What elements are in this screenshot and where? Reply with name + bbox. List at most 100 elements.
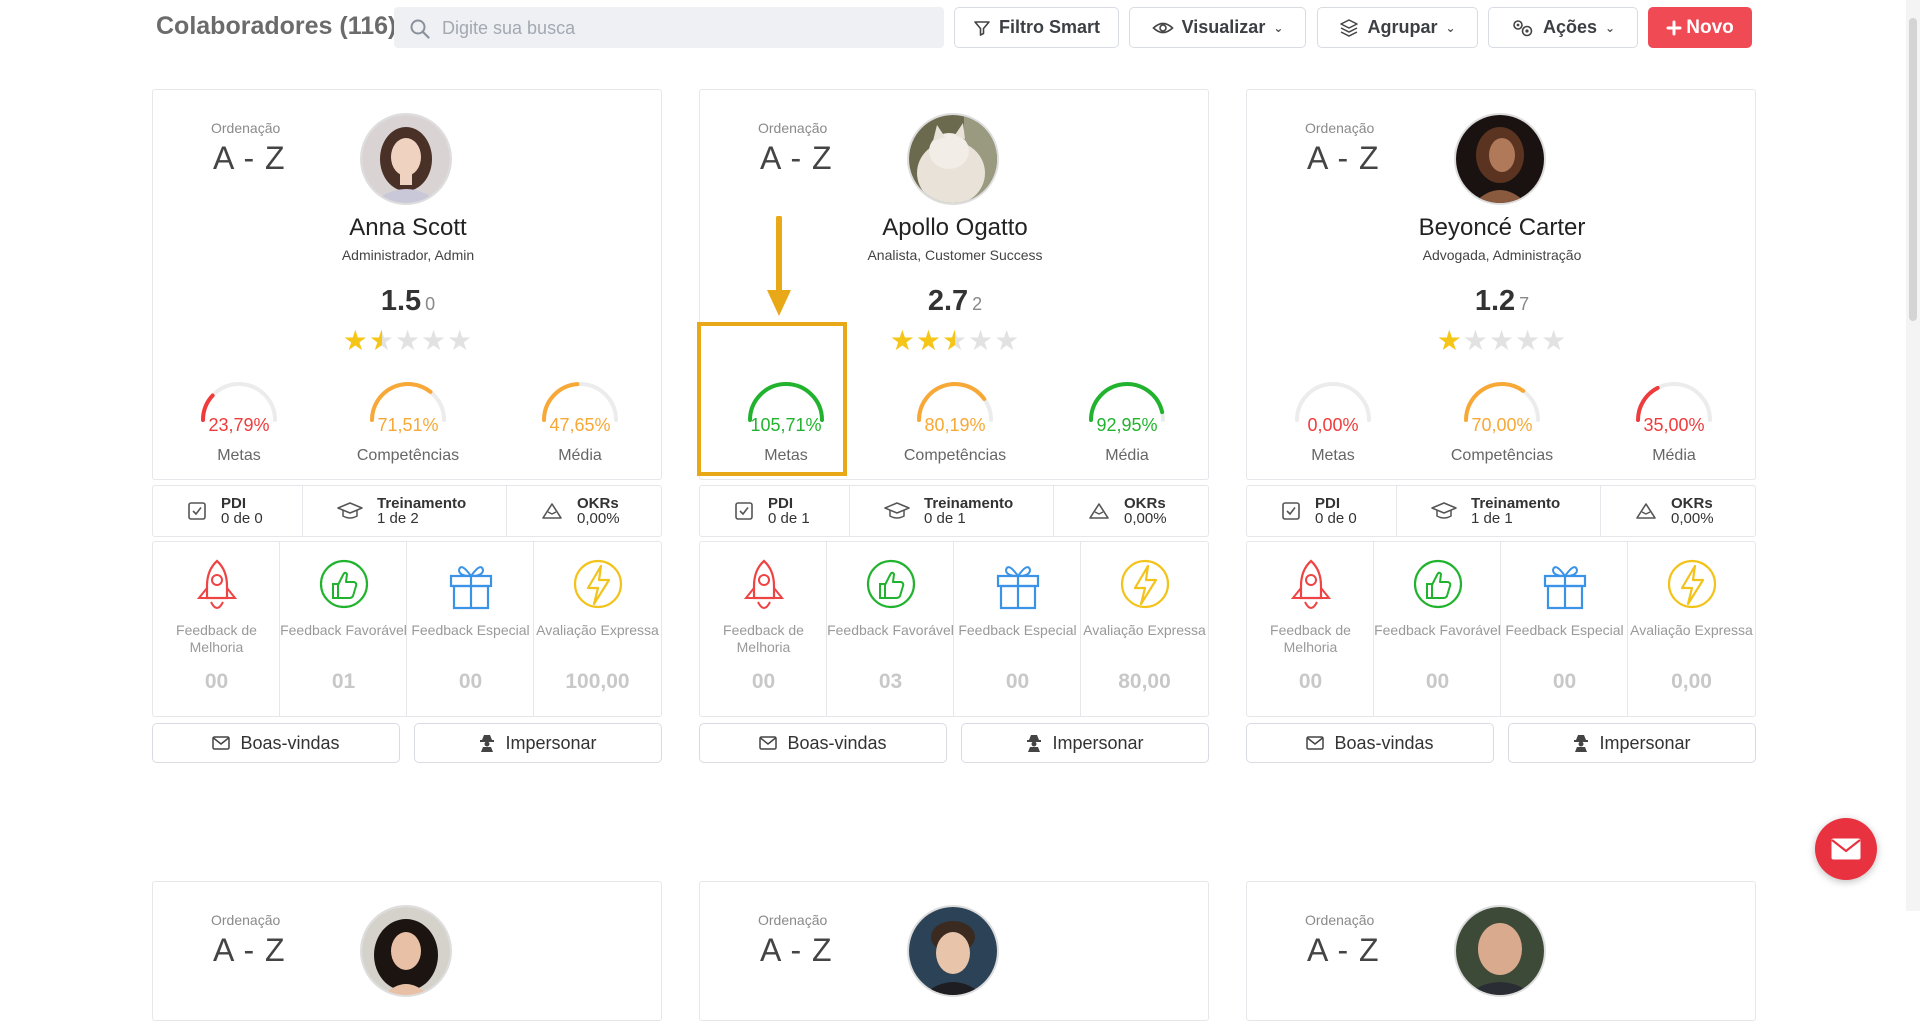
collaborator-card[interactable]: Ordenação A - Z — [1246, 881, 1756, 1021]
gauge-fill — [542, 382, 580, 422]
feedback-favorable[interactable]: Feedback Favorável 01 — [280, 542, 407, 716]
avatar — [907, 113, 999, 205]
ordering-value[interactable]: A - Z — [213, 140, 286, 176]
chevron-down-icon: ⌄ — [1604, 20, 1616, 35]
envelope-icon — [1306, 736, 1325, 750]
collaborator-card[interactable]: Ordenação A - Z — [152, 881, 662, 1021]
ordering-value[interactable]: A - Z — [1307, 140, 1380, 176]
search-box[interactable] — [394, 7, 944, 48]
message-fab-button[interactable] — [1815, 818, 1877, 880]
ordering-value[interactable]: A - Z — [213, 932, 286, 968]
mountain-icon — [542, 503, 562, 519]
group-label: Agrupar — [1367, 17, 1438, 37]
quick-evaluation-value: 80,00 — [1118, 670, 1171, 693]
pdi-value: 0 de 0 — [221, 509, 263, 527]
gauge-fill — [1464, 382, 1526, 422]
feedback-favorable[interactable]: Feedback Favorável 00 — [1374, 542, 1501, 716]
annotation-highlight-box — [697, 322, 847, 476]
star-icon: ★ — [342, 325, 369, 356]
training-stat[interactable]: Treinamento 1 de 1 — [1397, 486, 1601, 536]
new-button[interactable]: Novo — [1648, 7, 1752, 48]
chevron-down-icon: ⌄ — [1445, 20, 1456, 35]
training-label: Treinamento — [1471, 494, 1561, 512]
smart-filter-label: Filtro Smart — [998, 17, 1100, 37]
okrs-stat[interactable]: OKRs 0,00% — [507, 486, 661, 536]
gauge-fill — [748, 382, 824, 422]
lightning-icon — [1667, 559, 1717, 609]
impersonate-button[interactable]: Impersonar — [414, 723, 662, 763]
gauge-fill — [201, 393, 215, 422]
competencias-label: Competências — [356, 447, 460, 464]
checkbox-icon — [735, 502, 753, 520]
group-button[interactable]: Agrupar ⌄ — [1317, 7, 1478, 48]
training-stat[interactable]: Treinamento 1 de 2 — [303, 486, 507, 536]
okrs-stat[interactable]: OKRs 0,00% — [1601, 486, 1755, 536]
thumbs-up-icon — [319, 559, 369, 609]
feedback-panel: Feedback de Melhoria 00 Feedback Favoráv… — [152, 541, 662, 717]
welcome-button[interactable]: Boas-vindas — [152, 723, 400, 763]
welcome-button[interactable]: Boas-vindas — [699, 723, 947, 763]
ordering-value[interactable]: A - Z — [760, 932, 833, 968]
okrs-label: OKRs — [1671, 494, 1713, 512]
feedback-improvement-label: Feedback de Melhoria — [1270, 622, 1351, 655]
pdi-stat[interactable]: PDI 0 de 1 — [700, 486, 850, 536]
graduation-cap-icon — [1431, 502, 1457, 519]
quick-evaluation-label: Avaliação Expressa — [1083, 622, 1206, 638]
actions-button[interactable]: Ações ⌄ — [1488, 7, 1638, 48]
card-actions: Boas-vindas Impersonar — [152, 723, 662, 763]
quick-evaluation[interactable]: Avaliação Expressa 100,00 — [534, 542, 661, 716]
search-input[interactable] — [440, 13, 934, 43]
feedback-favorable[interactable]: Feedback Favorável 03 — [827, 542, 954, 716]
quick-evaluation[interactable]: Avaliação Expressa 0,00 — [1628, 542, 1755, 716]
view-button[interactable]: Visualizar ⌄ — [1129, 7, 1306, 48]
impersonate-label: Impersonar — [505, 732, 597, 753]
pdi-label: PDI — [1315, 494, 1341, 512]
gauge-arc — [201, 382, 277, 422]
rating-count: 7 — [1519, 294, 1530, 314]
feedback-improvement[interactable]: Feedback de Melhoria 00 — [700, 542, 827, 716]
feedback-special[interactable]: Feedback Especial 00 — [954, 542, 1081, 716]
welcome-button[interactable]: Boas-vindas — [1246, 723, 1494, 763]
ordering-value[interactable]: A - Z — [760, 140, 833, 176]
feedback-special[interactable]: Feedback Especial 00 — [407, 542, 534, 716]
scrollbar-thumb[interactable] — [1909, 18, 1917, 321]
star-rating: ★★★★★ — [1247, 324, 1757, 357]
gauge-arc — [1636, 382, 1712, 422]
quick-evaluation-value: 0,00 — [1671, 670, 1712, 693]
quick-evaluation-label: Avaliação Expressa — [536, 622, 659, 638]
competencias-value: 71,51% — [377, 415, 439, 435]
collaborator-card[interactable]: Ordenação A - Z Apollo Ogatto Analista, … — [699, 89, 1209, 480]
ordering-label: Ordenação — [758, 912, 828, 928]
rating-score: 2.7 — [927, 285, 969, 317]
okrs-stat[interactable]: OKRs 0,00% — [1054, 486, 1208, 536]
smart-filter-button[interactable]: Filtro Smart — [954, 7, 1119, 48]
mountain-icon — [1089, 503, 1109, 519]
chevron-down-icon: ⌄ — [1273, 20, 1284, 35]
welcome-label: Boas-vindas — [240, 732, 340, 753]
feedback-improvement[interactable]: Feedback de Melhoria 00 — [153, 542, 280, 716]
pdi-stat[interactable]: PDI 0 de 0 — [1247, 486, 1397, 536]
feedback-improvement[interactable]: Feedback de Melhoria 00 — [1247, 542, 1374, 716]
metas-gauge: 0,00% Metas — [1268, 370, 1398, 470]
impersonate-button[interactable]: Impersonar — [1508, 723, 1756, 763]
welcome-label: Boas-vindas — [1334, 732, 1434, 753]
collaborator-card[interactable]: Ordenação A - Z Beyoncé Carter Advogada,… — [1246, 89, 1756, 480]
impersonate-button[interactable]: Impersonar — [961, 723, 1209, 763]
pdi-stat[interactable]: PDI 0 de 0 — [153, 486, 303, 536]
feedback-special[interactable]: Feedback Especial 00 — [1501, 542, 1628, 716]
impersonate-label: Impersonar — [1052, 732, 1144, 753]
training-stat[interactable]: Treinamento 0 de 1 — [850, 486, 1054, 536]
ordering-label: Ordenação — [758, 120, 828, 136]
media-value: 92,95% — [1096, 415, 1158, 435]
ordering-value[interactable]: A - Z — [1307, 932, 1380, 968]
media-label: Média — [558, 447, 602, 464]
collaborator-card[interactable]: Ordenação A - Z — [699, 881, 1209, 1021]
okrs-label: OKRs — [577, 494, 619, 512]
competencias-gauge: 80,19% Competências — [890, 370, 1020, 470]
ordering-label: Ordenação — [211, 120, 281, 136]
collaborator-card[interactable]: Ordenação A - Z Anna Scott Administrador… — [152, 89, 662, 480]
star-icon: ★ — [994, 325, 1021, 356]
collaborator-role: Advogada, Administração — [1422, 247, 1582, 263]
quick-evaluation-value: 100,00 — [565, 670, 630, 693]
quick-evaluation[interactable]: Avaliação Expressa 80,00 — [1081, 542, 1208, 716]
